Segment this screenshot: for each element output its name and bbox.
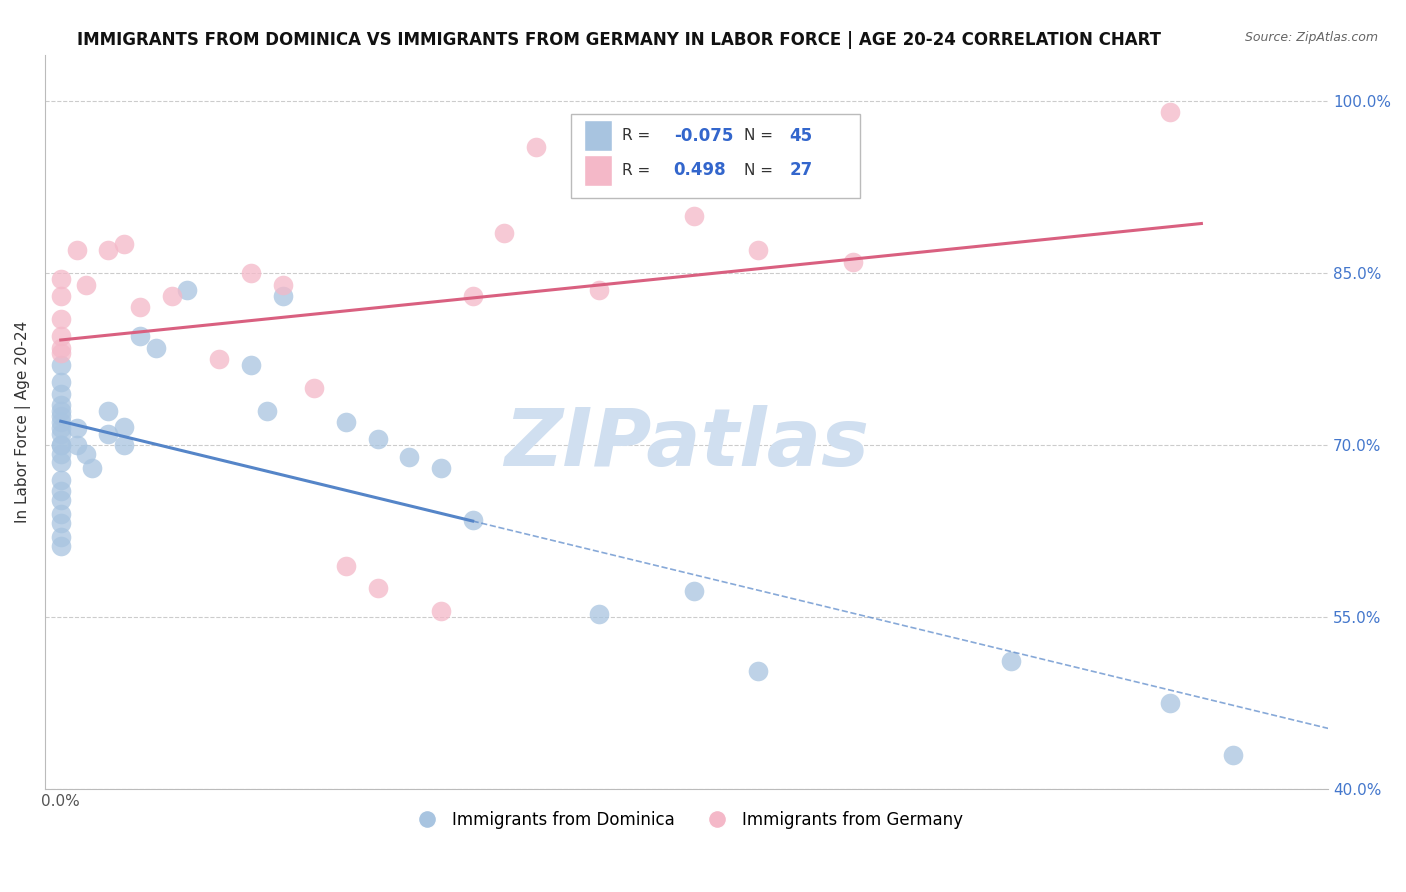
Point [49,483,72,498]
Point [49,341,72,355]
Point [145,341,167,355]
Point [1159,696,1181,710]
Point [49,426,72,441]
Point [75,447,97,461]
Y-axis label: In Labor Force | Age 20-24: In Labor Force | Age 20-24 [15,321,31,524]
Text: 0.498: 0.498 [673,161,727,179]
Point [335,558,357,573]
Text: N =: N = [744,128,778,144]
Point [430,604,453,618]
Bar [583,120,612,152]
Point [49,409,72,424]
Point [1222,747,1244,762]
Point [588,607,610,621]
Point [461,513,484,527]
Point [683,209,706,223]
Point [367,433,389,447]
Point [239,358,262,372]
Point [256,403,278,417]
Point [97,426,120,441]
Point [271,289,294,303]
Point [129,301,152,315]
Point [49,421,72,435]
Point [112,237,135,252]
Point [208,352,231,367]
Point [65,438,87,452]
Point [49,530,72,544]
Point [49,438,72,452]
Point [398,450,420,464]
Point [75,277,97,292]
Point [683,583,706,598]
Point [49,386,72,401]
Point [97,243,120,257]
Point [1000,654,1022,668]
Point [461,289,484,303]
Text: R =: R = [623,128,655,144]
Point [588,283,610,297]
Point [49,358,72,372]
Point [49,473,72,487]
Point [49,403,72,417]
Point [65,243,87,257]
Point [842,254,865,268]
Point [160,289,183,303]
Point [302,381,325,395]
Legend: Immigrants from Dominica, Immigrants from Germany: Immigrants from Dominica, Immigrants fro… [404,805,969,836]
Point [49,455,72,469]
Point [49,438,72,452]
Point [176,283,198,297]
Point [335,415,357,429]
Point [49,272,72,286]
Point [271,277,294,292]
Point [367,582,389,596]
Text: R =: R = [623,163,655,178]
Point [494,226,516,240]
Point [747,243,769,257]
Point [49,493,72,508]
Text: ZIPatlas: ZIPatlas [503,405,869,483]
Point [49,312,72,326]
Point [49,375,72,389]
Text: IMMIGRANTS FROM DOMINICA VS IMMIGRANTS FROM GERMANY IN LABOR FORCE | AGE 20-24 C: IMMIGRANTS FROM DOMINICA VS IMMIGRANTS F… [77,31,1161,49]
Point [65,421,87,435]
Bar [583,155,612,186]
Text: 27: 27 [789,161,813,179]
Point [49,415,72,429]
Text: N =: N = [744,163,778,178]
Text: 45: 45 [789,127,813,145]
Text: Source: ZipAtlas.com: Source: ZipAtlas.com [1244,31,1378,45]
Point [49,289,72,303]
Point [97,403,120,417]
Point [239,266,262,280]
Point [49,447,72,461]
Point [112,438,135,452]
Point [49,329,72,343]
Point [524,140,547,154]
Point [747,664,769,678]
Point [112,419,135,434]
Point [49,539,72,553]
Bar [571,114,859,198]
Point [1159,105,1181,120]
Point [49,346,72,360]
Point [49,516,72,530]
Point [129,329,152,343]
Point [49,398,72,412]
Point [49,507,72,521]
Point [430,461,453,475]
Point [82,461,104,475]
Text: -0.075: -0.075 [673,127,733,145]
